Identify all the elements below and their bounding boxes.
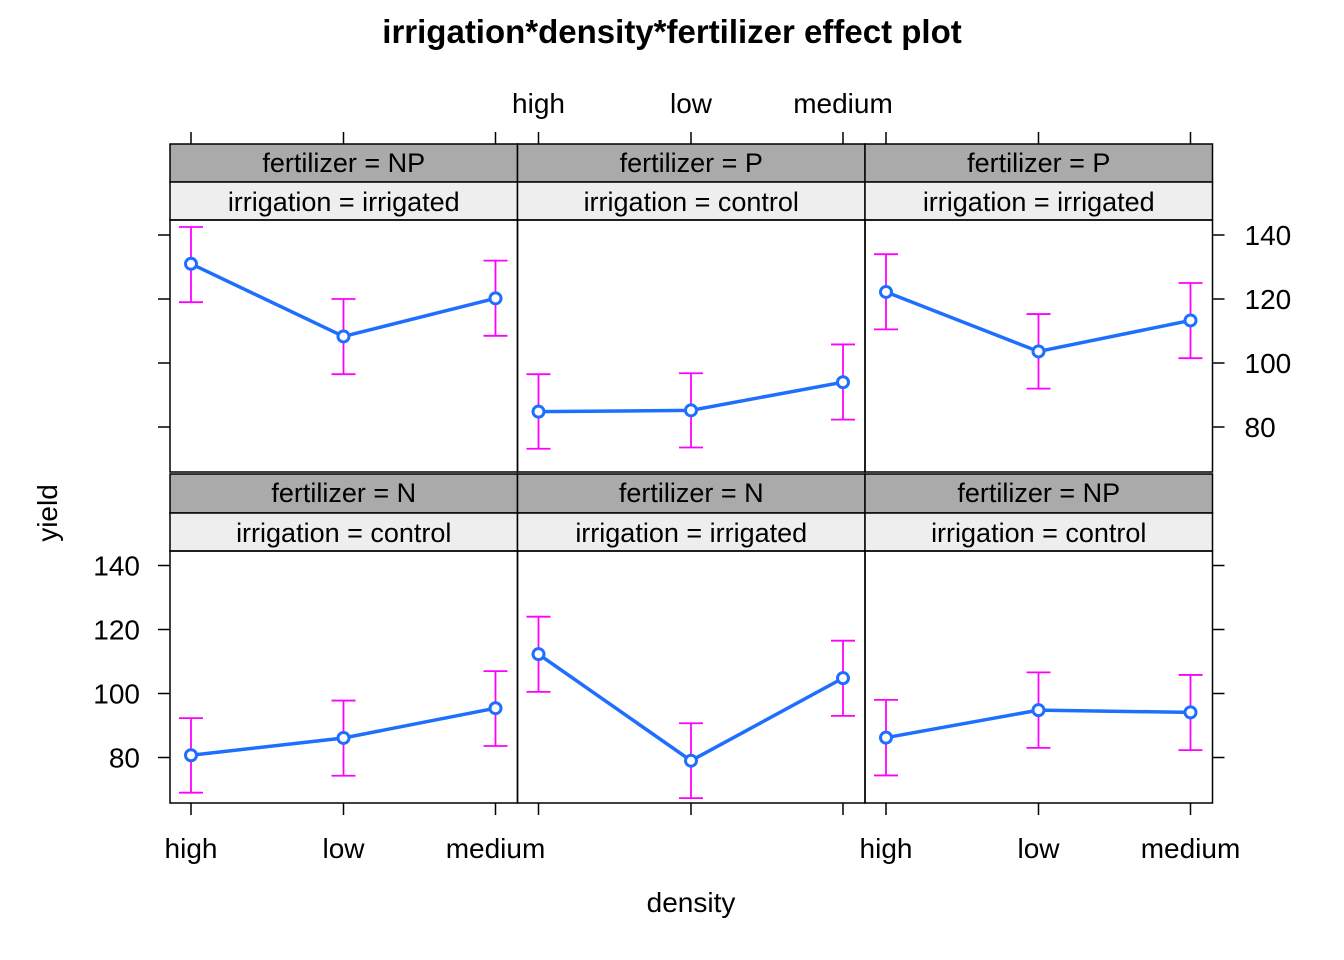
data-point-1-medium: [488, 291, 503, 306]
strip-top-label-4: fertilizer = N: [271, 478, 416, 508]
strip-top-label-2: fertilizer = P: [620, 148, 763, 178]
x-tick-label-bottom-1-medium: medium: [446, 833, 546, 864]
y-tick-label-row2-100: 100: [93, 679, 140, 710]
panel-frame-3: [864, 219, 1214, 473]
strip-top-3: [864, 143, 1214, 183]
strip-bottom-4: [169, 512, 519, 552]
data-point-5-low: [684, 753, 698, 768]
data-point-6-medium: [1183, 705, 1198, 720]
y-axis-label: yield: [32, 484, 63, 542]
x-axis-label: density: [647, 887, 736, 918]
strip-top-label-1: fertilizer = NP: [262, 148, 425, 178]
strip-top-label-6: fertilizer = NP: [957, 478, 1120, 508]
y-tick-label-row1-120: 120: [1245, 284, 1292, 315]
y-tick-label-row2-120: 120: [93, 615, 140, 646]
data-point-2-medium: [836, 375, 850, 390]
data-point-1-high: [184, 256, 198, 271]
strip-top-6: [864, 473, 1214, 514]
x-tick-label-top-medium: medium: [793, 88, 893, 119]
strip-bottom-1: [169, 181, 519, 221]
strip-bottom-label-5: irrigation = irrigated: [575, 518, 807, 548]
data-point-3-high: [879, 284, 893, 299]
data-point-4-medium: [488, 701, 503, 716]
strip-top-label-3: fertilizer = P: [967, 148, 1110, 178]
strip-bottom-label-4: irrigation = control: [236, 518, 451, 548]
x-tick-label-bottom-3-high: high: [860, 833, 913, 864]
strip-bottom-label-1: irrigation = irrigated: [228, 187, 460, 217]
y-tick-label-row1-140: 140: [1245, 220, 1292, 251]
strip-bottom-label-2: irrigation = control: [584, 187, 799, 217]
data-point-3-medium: [1183, 313, 1198, 328]
y-tick-label-row1-80: 80: [1245, 412, 1276, 443]
strip-bottom-label-3: irrigation = irrigated: [923, 187, 1155, 217]
data-point-2-low: [684, 403, 698, 418]
strip-top-1: [169, 143, 519, 183]
data-point-4-high: [184, 748, 198, 763]
data-point-6-high: [879, 730, 893, 745]
strip-bottom-3: [864, 181, 1214, 221]
data-point-4-low: [336, 730, 351, 745]
x-tick-label-top-low: low: [670, 88, 713, 119]
y-tick-label-row2-140: 140: [93, 551, 140, 582]
chart-title: irrigation*density*fertilizer effect plo…: [382, 13, 961, 50]
strip-top-2: [516, 143, 866, 183]
x-tick-label-bottom-1-low: low: [322, 833, 365, 864]
y-tick-label-row2-80: 80: [109, 743, 140, 774]
x-tick-label-bottom-3-low: low: [1017, 833, 1060, 864]
x-tick-label-bottom-1-high: high: [165, 833, 218, 864]
y-tick-label-row1-100: 100: [1245, 348, 1292, 379]
x-tick-label-bottom-3-medium: medium: [1141, 833, 1241, 864]
strip-bottom-5: [516, 512, 866, 552]
strip-bottom-label-6: irrigation = control: [931, 518, 1146, 548]
data-point-2-high: [531, 404, 546, 419]
panels-group: fertilizer = NP irrigation = irrigated fer…: [93, 88, 1291, 864]
strip-top-label-5: fertilizer = N: [619, 478, 764, 508]
x-tick-label-top-high: high: [512, 88, 565, 119]
strip-bottom-2: [516, 181, 866, 221]
data-point-5-medium: [836, 671, 850, 686]
data-point-5-high: [531, 647, 546, 662]
data-point-6-low: [1031, 703, 1046, 718]
data-point-1-low: [336, 329, 351, 344]
data-point-3-low: [1031, 344, 1046, 359]
